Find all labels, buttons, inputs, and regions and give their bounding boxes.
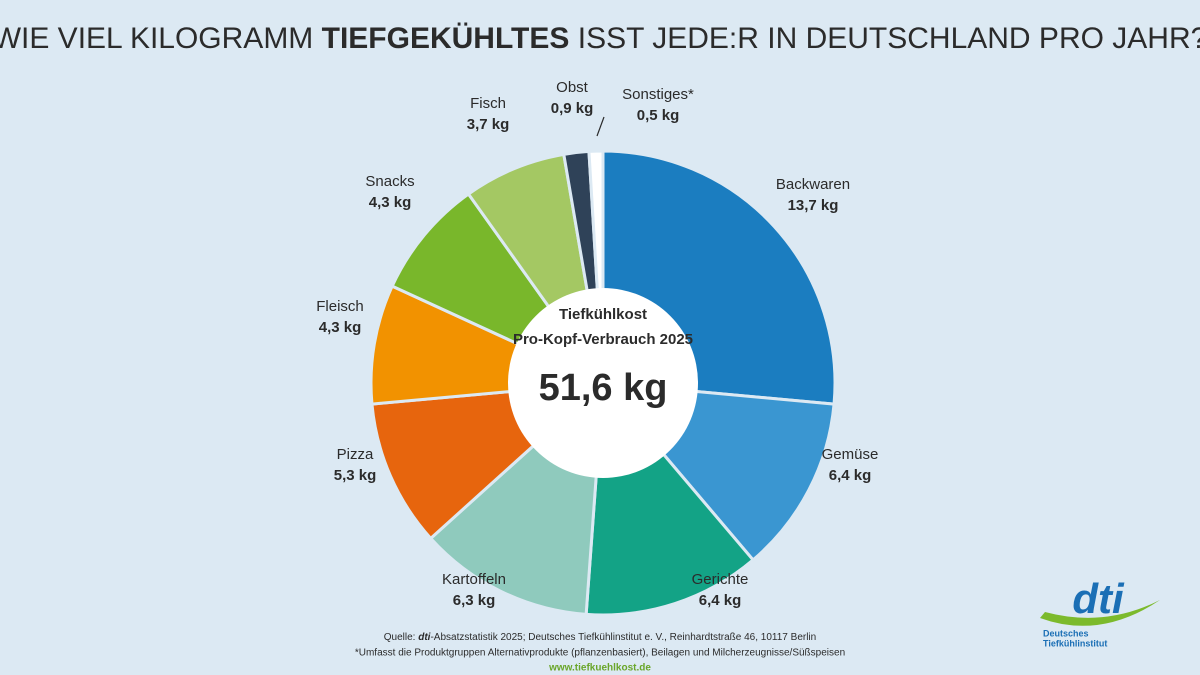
slice-value: 5,3 kg	[334, 467, 377, 484]
source-part: Quelle:	[384, 632, 418, 643]
slice-value: 13,7 kg	[788, 197, 839, 214]
logo-mark: dti	[1072, 575, 1125, 622]
slice-value: 0,9 kg	[551, 100, 594, 117]
slice-value: 4,3 kg	[369, 194, 412, 211]
slice-value: 6,4 kg	[699, 592, 742, 609]
leader-line	[596, 116, 605, 137]
slice-label: Fleisch	[316, 298, 364, 315]
source-part: -Absatzstatistik 2025; Deutsches Tiefküh…	[430, 632, 816, 643]
slice-label: Sonstiges*	[622, 86, 694, 103]
donut-hole	[508, 288, 698, 478]
slice-value: 6,4 kg	[829, 467, 872, 484]
note: *Umfasst die Produktgruppen Alternativpr…	[355, 648, 845, 659]
slice-label: Obst	[556, 79, 589, 96]
slice-label: Gemüse	[822, 446, 879, 463]
slice-value: 0,5 kg	[637, 107, 680, 124]
title: WIE VIEL KILOGRAMM TIEFGEKÜHLTES ISST JE…	[0, 22, 1200, 55]
source-part: dti	[418, 632, 430, 643]
slice-label: Fisch	[470, 95, 506, 112]
center-label: Pro-Kopf-Verbrauch 2025	[513, 331, 693, 348]
slice-label: Snacks	[365, 173, 414, 190]
logo-text: Deutsches	[1043, 628, 1089, 638]
title-part: TIEFGEKÜHLTES	[322, 22, 570, 55]
title-part: WIE VIEL KILOGRAMM	[0, 22, 322, 55]
slice-label: Backwaren	[776, 176, 850, 193]
slice-value: 3,7 kg	[467, 116, 510, 133]
slice-value: 6,3 kg	[453, 592, 496, 609]
slice-value: 4,3 kg	[319, 319, 362, 336]
slice-label: Gerichte	[692, 571, 749, 588]
center-label: Tiefkühlkost	[559, 306, 647, 323]
logo-swoosh	[1040, 600, 1160, 626]
logo-text: Tiefkühlinstitut	[1043, 638, 1107, 648]
center-value: 51,6 kg	[539, 367, 668, 409]
slice-label: Kartoffeln	[442, 571, 506, 588]
source: Quelle: dti-Absatzstatistik 2025; Deutsc…	[384, 632, 816, 643]
url: www.tiefkuehlkost.de	[548, 663, 651, 674]
slice-label: Pizza	[337, 446, 374, 463]
title-part: ISST JEDE:R IN DEUTSCHLAND PRO JAHR?	[569, 22, 1200, 55]
